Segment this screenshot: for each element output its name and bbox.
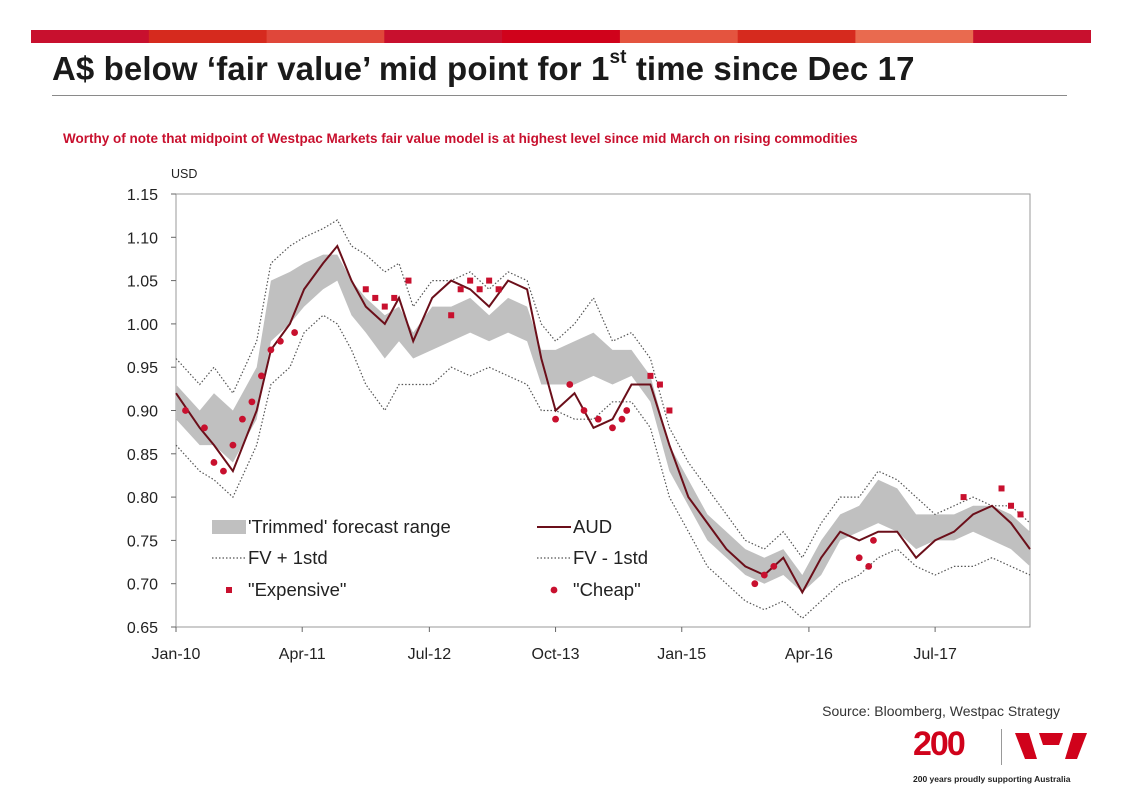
expensive-marker xyxy=(647,372,654,379)
westpac-200-logo: 200 200 years proudly supporting Austral… xyxy=(905,725,1095,793)
cheap-marker xyxy=(770,562,778,570)
expensive-marker xyxy=(666,407,673,414)
series-fv-plus-1std xyxy=(175,219,1031,559)
page-title: A$ below ‘fair value’ mid point for 1st … xyxy=(52,47,915,87)
expensive-marker xyxy=(1008,502,1015,509)
top-bar-segment xyxy=(973,30,1091,43)
cheap-marker xyxy=(594,415,602,423)
expensive-marker xyxy=(656,381,663,388)
y-tick-label: 0.75 xyxy=(127,533,158,550)
expensive-marker xyxy=(372,294,379,301)
cheap-marker xyxy=(760,571,768,579)
legend-swatch-cheap xyxy=(550,586,558,594)
x-tick-label: Jan-10 xyxy=(152,646,201,663)
cheap-marker xyxy=(623,407,631,414)
x-tick-label: Jul-17 xyxy=(913,646,957,663)
y-tick-label: 1.10 xyxy=(127,230,158,247)
cheap-marker xyxy=(609,424,616,432)
x-tick-label: Apr-16 xyxy=(785,646,833,663)
top-bar-segment xyxy=(384,30,503,43)
cheap-marker xyxy=(239,415,246,423)
legend-label: FV + 1std xyxy=(248,547,328,568)
cheap-marker xyxy=(291,329,299,336)
cheap-marker xyxy=(201,424,208,432)
top-bar-segment xyxy=(31,30,150,43)
top-bar-segment xyxy=(148,30,268,43)
x-tick-label: Apr-11 xyxy=(279,646,326,663)
y-tick-label: 1.00 xyxy=(127,317,158,334)
cheap-marker xyxy=(855,554,863,562)
title-divider xyxy=(52,95,1067,96)
legend-label: AUD xyxy=(573,516,612,537)
expensive-marker xyxy=(467,277,474,284)
cheap-marker xyxy=(210,459,218,466)
cheap-marker xyxy=(580,407,588,414)
expensive-marker xyxy=(391,294,398,301)
source-note: Source: Bloomberg, Westpac Strategy xyxy=(822,703,1060,719)
legend-label: "Cheap" xyxy=(573,579,641,600)
cheap-marker xyxy=(229,441,237,449)
legend-label: "Expensive" xyxy=(248,579,347,600)
y-axis-label: USD xyxy=(171,167,197,181)
x-tick-label: Jan-15 xyxy=(657,646,706,663)
y-tick-label: 0.90 xyxy=(127,404,158,421)
cheap-marker xyxy=(248,398,256,406)
legend-label: FV - 1std xyxy=(573,547,648,568)
expensive-marker xyxy=(495,286,502,293)
cheap-marker xyxy=(566,381,574,388)
expensive-marker xyxy=(1017,511,1024,518)
cheap-marker xyxy=(751,580,759,588)
expensive-marker xyxy=(381,303,388,310)
expensive-marker xyxy=(486,277,493,284)
top-color-bar xyxy=(31,30,1091,43)
expensive-marker xyxy=(960,494,967,501)
cheap-marker xyxy=(870,537,877,544)
expensive-marker xyxy=(448,312,455,319)
x-tick-label: Oct-13 xyxy=(532,646,580,663)
cheap-marker xyxy=(552,415,559,423)
cheap-marker xyxy=(220,467,227,475)
cheap-marker xyxy=(182,407,189,414)
y-tick-label: 0.70 xyxy=(127,577,158,594)
top-bar-segment xyxy=(619,30,739,43)
expensive-marker xyxy=(405,277,412,284)
legend-label: 'Trimmed' forecast range xyxy=(248,516,451,537)
logo-tagline: 200 years proudly supporting Australia xyxy=(913,774,1071,784)
top-bar-segment xyxy=(502,30,621,43)
x-tick-label: Jul-12 xyxy=(408,646,452,663)
top-bar-segment xyxy=(855,30,974,43)
expensive-marker xyxy=(457,286,464,293)
logo-200-number: 200 xyxy=(913,725,966,763)
logo-divider xyxy=(1001,729,1002,765)
y-tick-label: 1.15 xyxy=(127,187,158,204)
expensive-marker xyxy=(362,286,369,293)
chart-subtitle: Worthy of note that midpoint of Westpac … xyxy=(63,131,858,146)
cheap-marker xyxy=(258,372,265,380)
cheap-marker xyxy=(618,415,626,423)
series-fv-minus-1std xyxy=(175,314,1031,620)
series-forecast-range-band xyxy=(176,254,1030,593)
top-bar-segment xyxy=(737,30,857,43)
cheap-marker xyxy=(276,337,284,345)
cheap-marker xyxy=(267,346,275,354)
expensive-marker xyxy=(476,286,483,293)
y-tick-label: 0.95 xyxy=(127,360,158,377)
y-tick-label: 1.05 xyxy=(127,274,158,291)
y-tick-label: 0.80 xyxy=(127,490,158,507)
cheap-marker xyxy=(865,562,873,570)
expensive-marker xyxy=(998,485,1005,492)
top-bar-segment xyxy=(266,30,385,43)
legend-swatch-expensive xyxy=(226,587,232,593)
legend-swatch-band xyxy=(212,520,246,534)
y-tick-label: 0.65 xyxy=(127,620,158,637)
y-tick-label: 0.85 xyxy=(127,447,158,464)
westpac-w-icon xyxy=(1015,733,1087,759)
fair-value-chart: 0.65 0.70 0.75 0.80 0.85 0.90 0.95 1.00 1.05 1.10… xyxy=(127,167,1031,663)
